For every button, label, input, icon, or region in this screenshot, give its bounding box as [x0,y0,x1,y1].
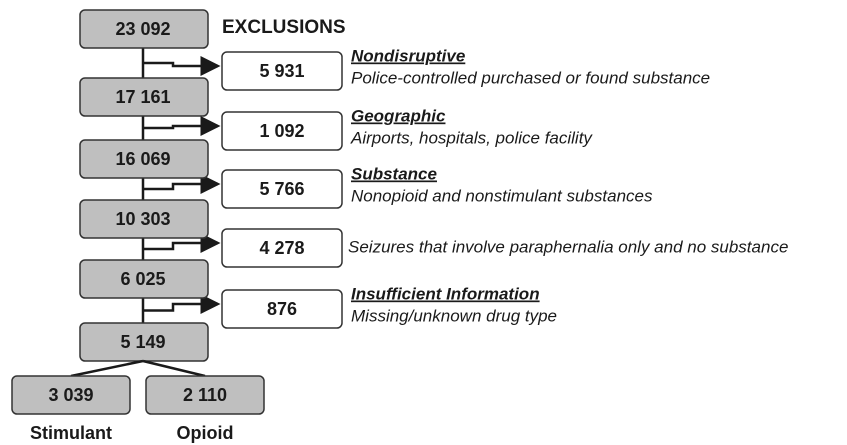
exclusion-count: 5 766 [259,179,304,199]
flow-box [79,199,209,239]
exclusion-category: Substance [351,164,437,183]
flow-count: 23 092 [115,19,170,39]
exclusions-title: EXCLUSIONS [222,17,346,38]
flow-box [79,259,209,299]
exclusion-count: 5 931 [259,61,304,81]
exclusion-description: Nonopioid and nonstimulant substances [351,186,653,205]
outcome-label: Opioid [177,423,234,443]
exclusion-box [221,111,343,151]
flow-count: 17 161 [115,87,170,107]
flow-count: 10 303 [115,209,170,229]
outcome-count: 3 039 [48,385,93,405]
flow-box [79,77,209,117]
exclusion-category: Nondisruptive [351,46,465,65]
arrow [143,56,221,76]
exclusion-description: Airports, hospitals, police facility [350,128,593,147]
flow-box [79,9,209,49]
arrow [143,116,221,136]
exclusion-box [221,289,343,329]
arrow [143,174,221,194]
exclusion-count: 876 [267,299,297,319]
outcome-box [11,375,131,415]
flow-count: 16 069 [115,149,170,169]
exclusion-box [221,169,343,209]
outcome-label: Stimulant [30,423,112,443]
flow-box [79,139,209,179]
exclusion-box [221,51,343,91]
outcome-count: 2 110 [183,385,227,405]
flow-count: 5 149 [120,332,165,352]
exclusion-count: 1 092 [259,121,304,141]
flow-count: 6 025 [120,269,165,289]
outcome-box [145,375,265,415]
exclusion-description: Missing/unknown drug type [351,306,557,325]
diagram-body: 5 931 Nondisruptive Police-controlled purc… [11,9,788,443]
exclusion-description: Seizures that involve paraphernalia only… [348,237,788,256]
exclusion-box [221,228,343,268]
connector [142,359,206,378]
exclusion-count: 4 278 [259,238,304,258]
exclusion-description: Police-controlled purchased or found sub… [351,68,710,87]
arrow [143,294,221,314]
exclusion-category: Insufficient Information [351,284,540,303]
connector [70,359,144,378]
arrow [143,233,221,253]
exclusion-category: Geographic [351,106,446,125]
